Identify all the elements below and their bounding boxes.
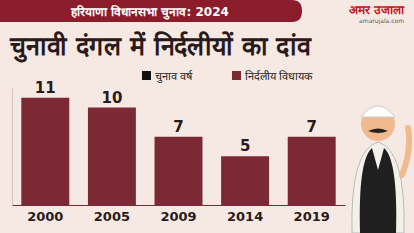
figure-head — [361, 107, 395, 141]
data-label: 11 — [35, 79, 56, 97]
bar — [88, 108, 136, 206]
logo-url: amarujala.com — [359, 17, 404, 25]
x-tick: 2014 — [227, 205, 263, 224]
data-label: 10 — [101, 89, 122, 107]
figure-cap — [361, 106, 395, 117]
x-tick: 2019 — [294, 205, 330, 224]
figure-body — [352, 142, 404, 233]
chart: हरियाणा विधानसभा चुनाव: 2024 अमर उजालाama… — [0, 0, 414, 233]
x-tick-label: 2005 — [94, 209, 130, 224]
x-tick-label: 2000 — [27, 209, 63, 224]
x-tick: 2005 — [94, 205, 130, 224]
legend-swatch — [232, 71, 241, 80]
data-labels: 11 10 7 5 7 — [35, 79, 317, 156]
legend: चुनाव वर्ष निर्दलीय विधायक — [142, 70, 313, 83]
figure-moustache — [368, 129, 388, 134]
legend-label: चुनाव वर्ष — [155, 70, 193, 83]
x-tick-label: 2019 — [294, 209, 330, 224]
subtitle: हरियाणा विधानसभा चुनाव: 2024 — [70, 5, 229, 20]
bar — [155, 137, 203, 205]
banner — [0, 0, 302, 22]
figure-illustration — [352, 106, 409, 233]
x-axis: 2000 2005 2009 2014 2019 — [13, 205, 346, 224]
x-tick-label: 2014 — [227, 209, 263, 224]
data-label: 7 — [173, 118, 183, 136]
legend-swatch — [142, 71, 151, 80]
background — [0, 0, 414, 233]
data-label: 7 — [306, 118, 316, 136]
figure-arm — [402, 128, 409, 175]
x-tick-label: 2009 — [160, 209, 196, 224]
bar — [21, 98, 69, 205]
logo: अमर उजाला — [349, 3, 405, 17]
bar — [221, 156, 269, 205]
legend-label: निर्दलीय विधायक — [245, 70, 313, 83]
x-tick: 2009 — [160, 205, 196, 224]
data-label: 5 — [240, 137, 250, 155]
title: चुनावी दंगल में निर्दलीयों का दांव — [9, 31, 312, 63]
bars — [21, 98, 335, 205]
x-tick: 2000 — [27, 205, 63, 224]
figure-vest — [360, 148, 397, 233]
y-axis — [12, 89, 13, 206]
x-axis-line — [13, 205, 346, 206]
bar — [288, 137, 336, 205]
y-axis-line — [12, 89, 13, 206]
